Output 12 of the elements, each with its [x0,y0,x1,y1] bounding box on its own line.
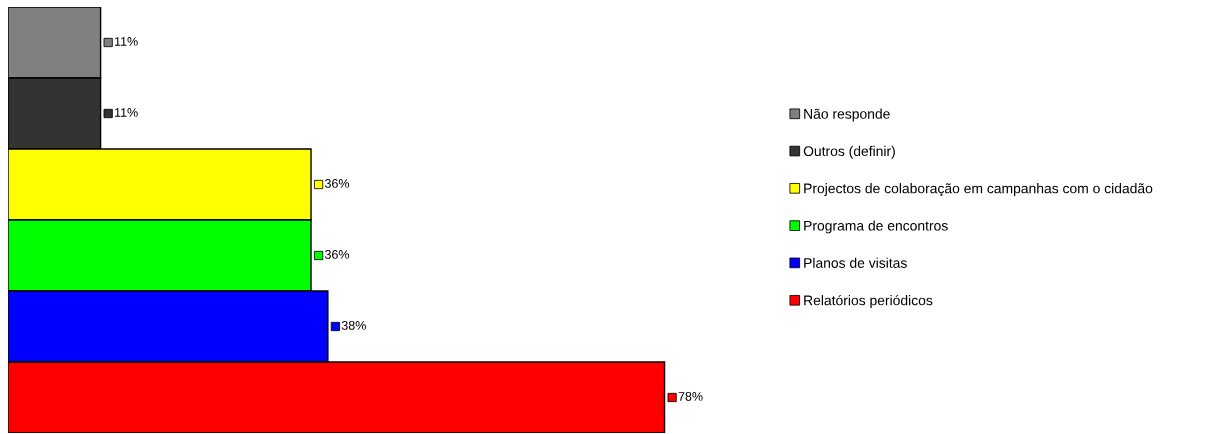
legend-label: Projectos de colaboração em campanhas com o cidadão [804,183,1153,197]
legend-label: Planos de visitas [804,257,907,268]
legend-label: Programa de encontros [804,220,948,234]
data-label: 36% [324,179,350,188]
legend-label: Outros (definir) [803,145,895,159]
data-label: 11% [115,37,138,46]
data-label: 11% [115,108,138,117]
data-label: 78% [678,392,703,401]
legend-label: Não responde [804,108,890,122]
data-label: 38% [341,321,366,330]
legend-label: Relatórios periódicos [804,294,933,309]
data-label: 36% [324,250,350,259]
